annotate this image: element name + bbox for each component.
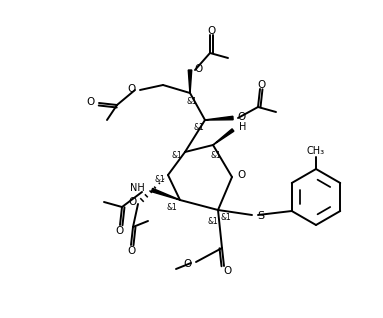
Text: O: O [127, 246, 135, 256]
Text: O: O [194, 64, 202, 74]
Text: O: O [129, 197, 137, 207]
Text: O: O [116, 226, 124, 236]
Text: O: O [207, 26, 215, 36]
Text: &1: &1 [172, 151, 182, 161]
Polygon shape [213, 129, 234, 145]
Text: S: S [257, 211, 264, 221]
Text: &1: &1 [221, 213, 231, 223]
Text: O: O [87, 97, 95, 107]
Text: &1: &1 [187, 96, 197, 106]
Text: CH₃: CH₃ [307, 146, 325, 156]
Text: &1: &1 [211, 150, 221, 160]
Polygon shape [205, 116, 233, 120]
Text: O: O [128, 84, 136, 94]
Polygon shape [151, 188, 180, 200]
Text: O: O [224, 266, 232, 276]
Text: O: O [237, 112, 245, 122]
Text: O: O [257, 80, 265, 90]
Text: &1: &1 [167, 204, 177, 212]
Text: NH: NH [130, 183, 145, 193]
Text: &1: &1 [194, 123, 205, 133]
Text: O: O [184, 259, 192, 269]
Text: O: O [237, 170, 245, 180]
Text: H: H [239, 122, 246, 132]
Polygon shape [188, 70, 192, 93]
Text: &1: &1 [155, 176, 165, 184]
Text: &1: &1 [208, 218, 218, 226]
